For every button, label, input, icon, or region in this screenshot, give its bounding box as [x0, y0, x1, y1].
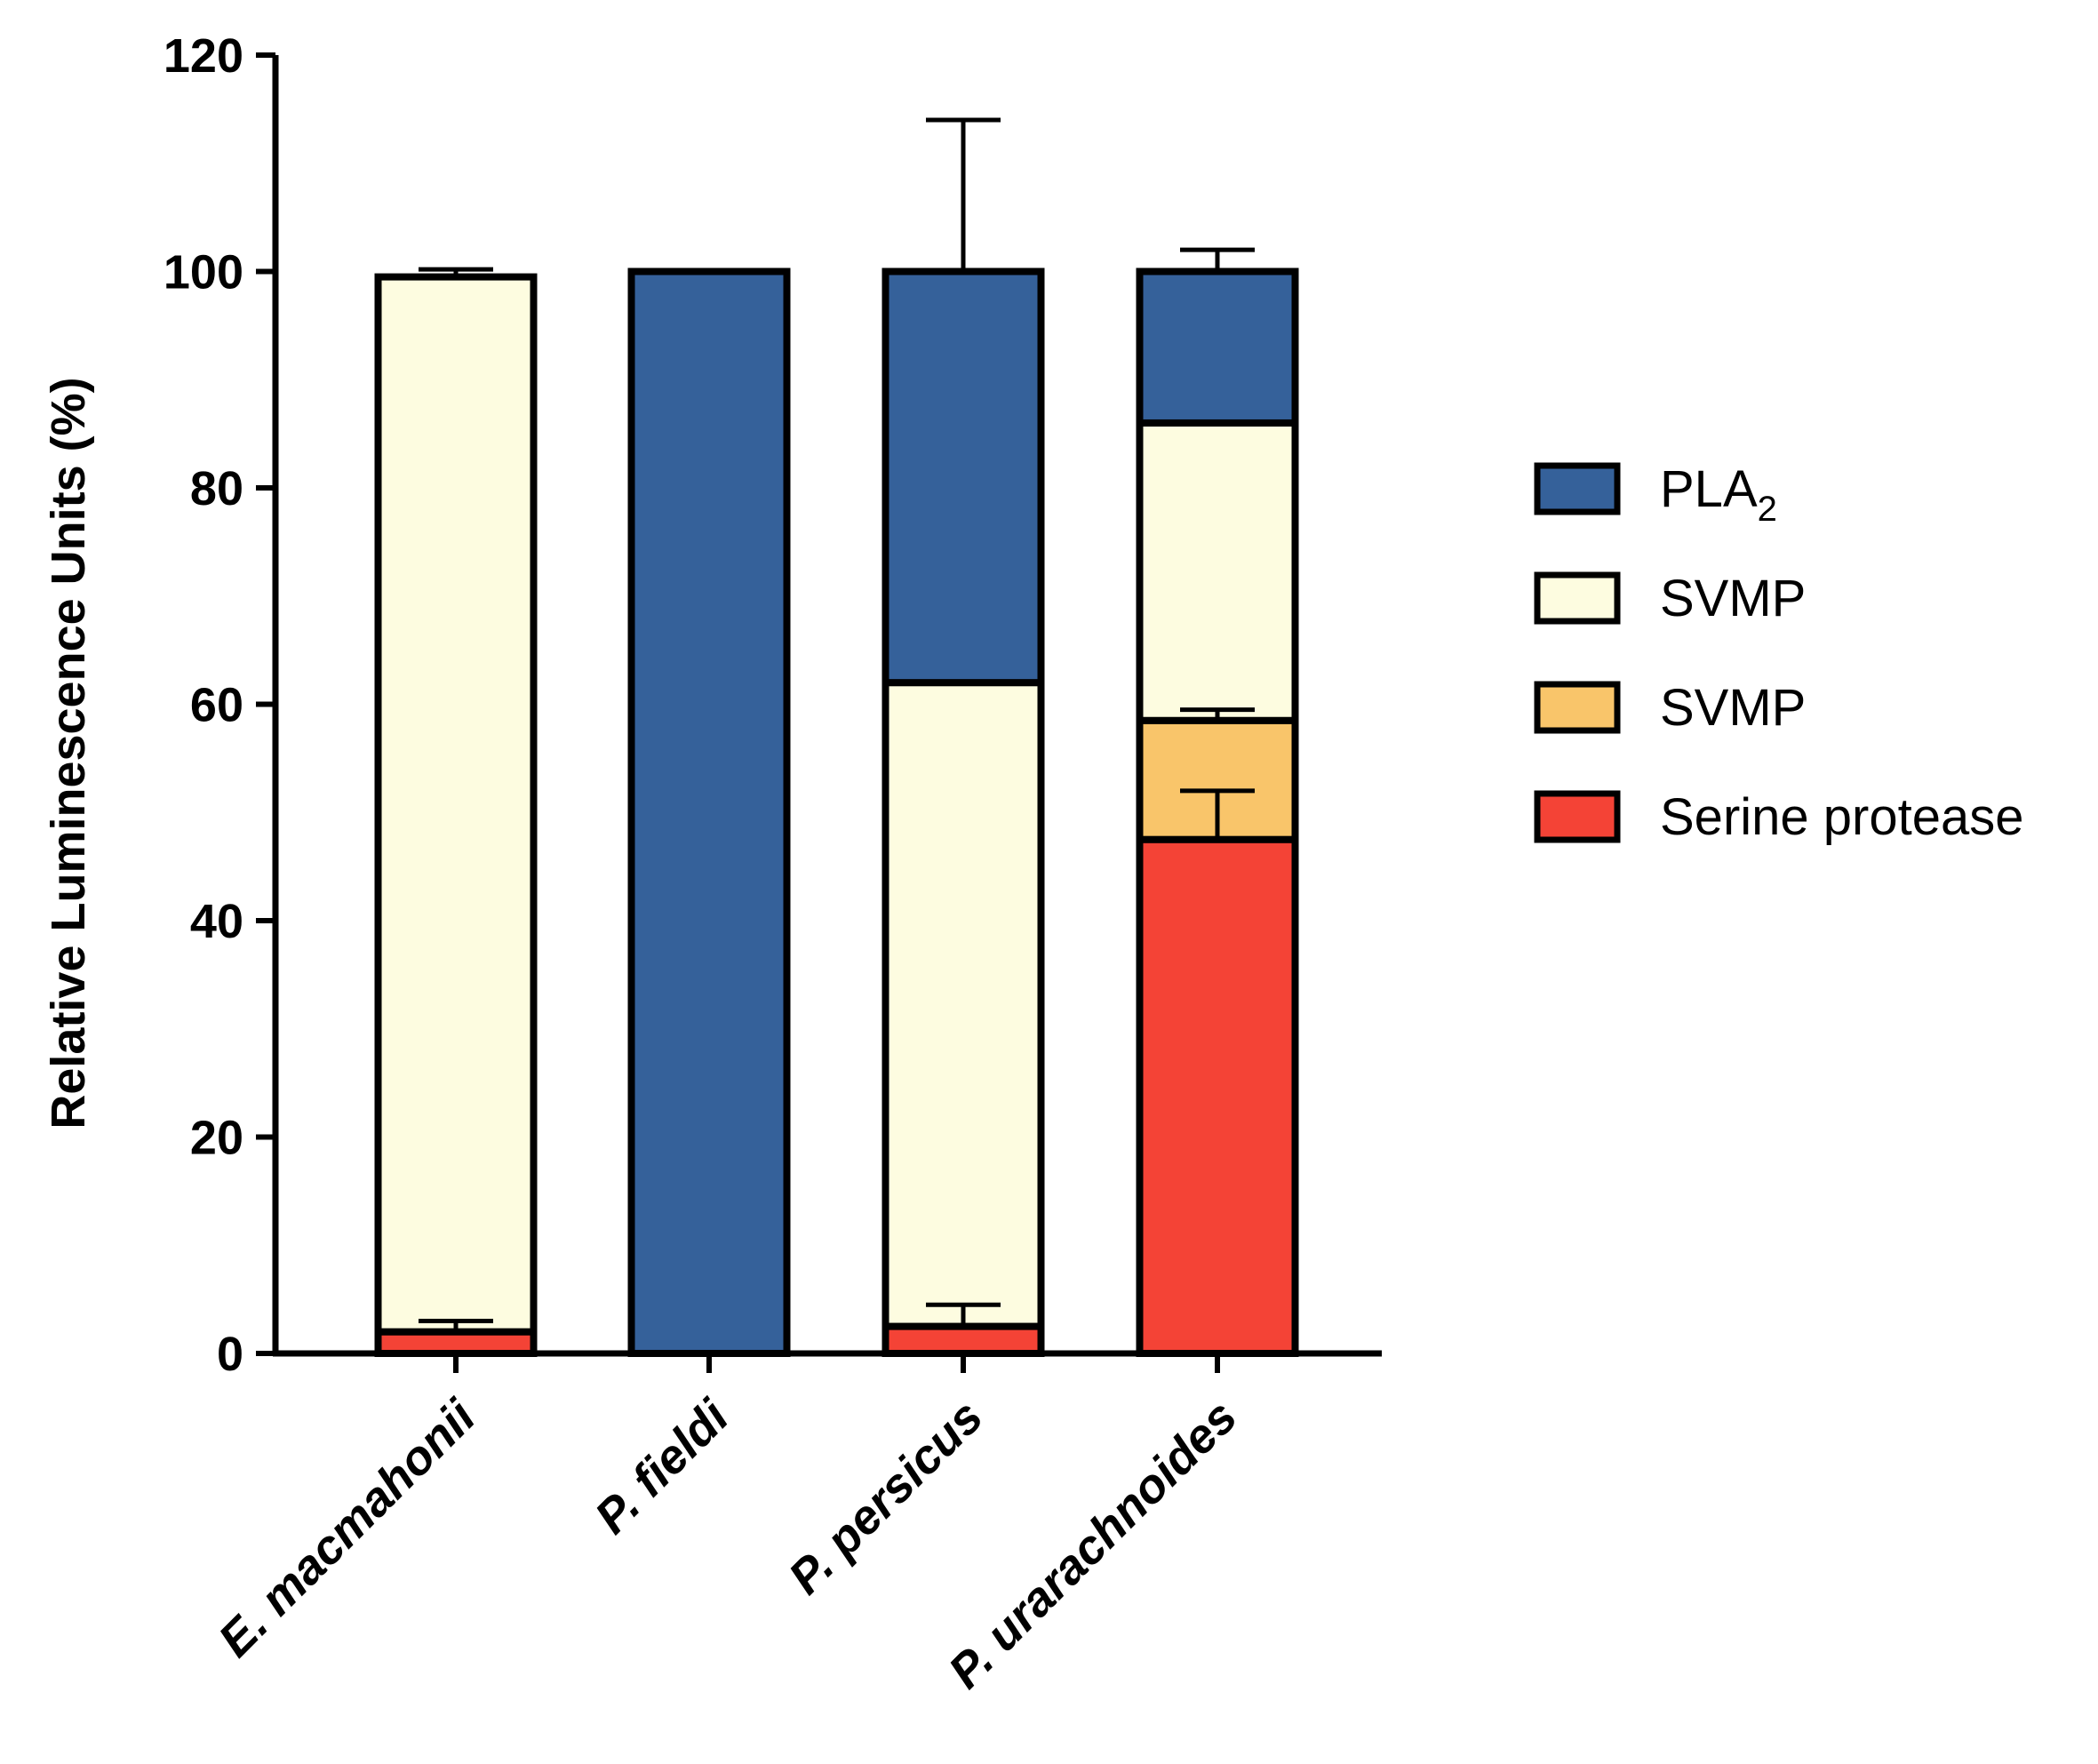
legend-swatch-pla2-0	[1534, 462, 1621, 515]
y-tick-label-40: 40	[190, 895, 243, 948]
legend-swatch-svmp-2	[1534, 681, 1621, 734]
bar-p-persicus-svmp-2	[881, 679, 1045, 1330]
bar-e-macmahonii-svmp-2	[374, 273, 538, 1336]
legend-swatch-svmp-1	[1534, 571, 1621, 625]
bar-p-urarachnoides-pla2-3	[1136, 267, 1299, 427]
bar-p-fieldi-pla2-3	[627, 267, 791, 1357]
bar-p-persicus-serine-protease-0	[881, 1322, 1045, 1357]
x-tick-label-p-persicus: P. persicus	[778, 1390, 993, 1604]
y-tick-label-120: 120	[164, 29, 243, 83]
bars-layer	[374, 267, 1299, 1358]
legend-label-serine-protease-3: Serine protease	[1660, 788, 2023, 846]
x-tick-label-e-macmahonii: E. macmahonii	[209, 1389, 487, 1667]
bar-p-persicus-pla2-3	[881, 267, 1045, 687]
error-bars-layer	[419, 117, 1255, 1332]
bar-p-urarachnoides-serine-protease-0	[1136, 835, 1299, 1357]
bar-p-urarachnoides-svmp-2	[1136, 419, 1299, 724]
y-tick-label-20: 20	[190, 1112, 243, 1165]
y-tick-label-60: 60	[190, 679, 243, 732]
legend-label-svmp-1: SVMP	[1660, 570, 1806, 627]
y-tick-label-0: 0	[217, 1328, 243, 1381]
y-tick-label-80: 80	[190, 462, 243, 515]
legend-label-pla2-0: PLA2	[1660, 460, 1777, 529]
y-tick-label-100: 100	[164, 246, 243, 299]
legend: PLA2 SVMP SVMP Serine protease	[1534, 460, 2023, 846]
legend-label-svmp-2: SVMP	[1660, 679, 1806, 737]
x-tick-label-p-fieldi: P. fieldi	[585, 1389, 739, 1544]
y-axis-label: Relative Luminescence Units (%)	[42, 377, 95, 1129]
legend-swatch-serine-protease-3	[1534, 790, 1621, 843]
x-tick-label-p-urarachnoides: P. urarachnoides	[938, 1390, 1247, 1698]
